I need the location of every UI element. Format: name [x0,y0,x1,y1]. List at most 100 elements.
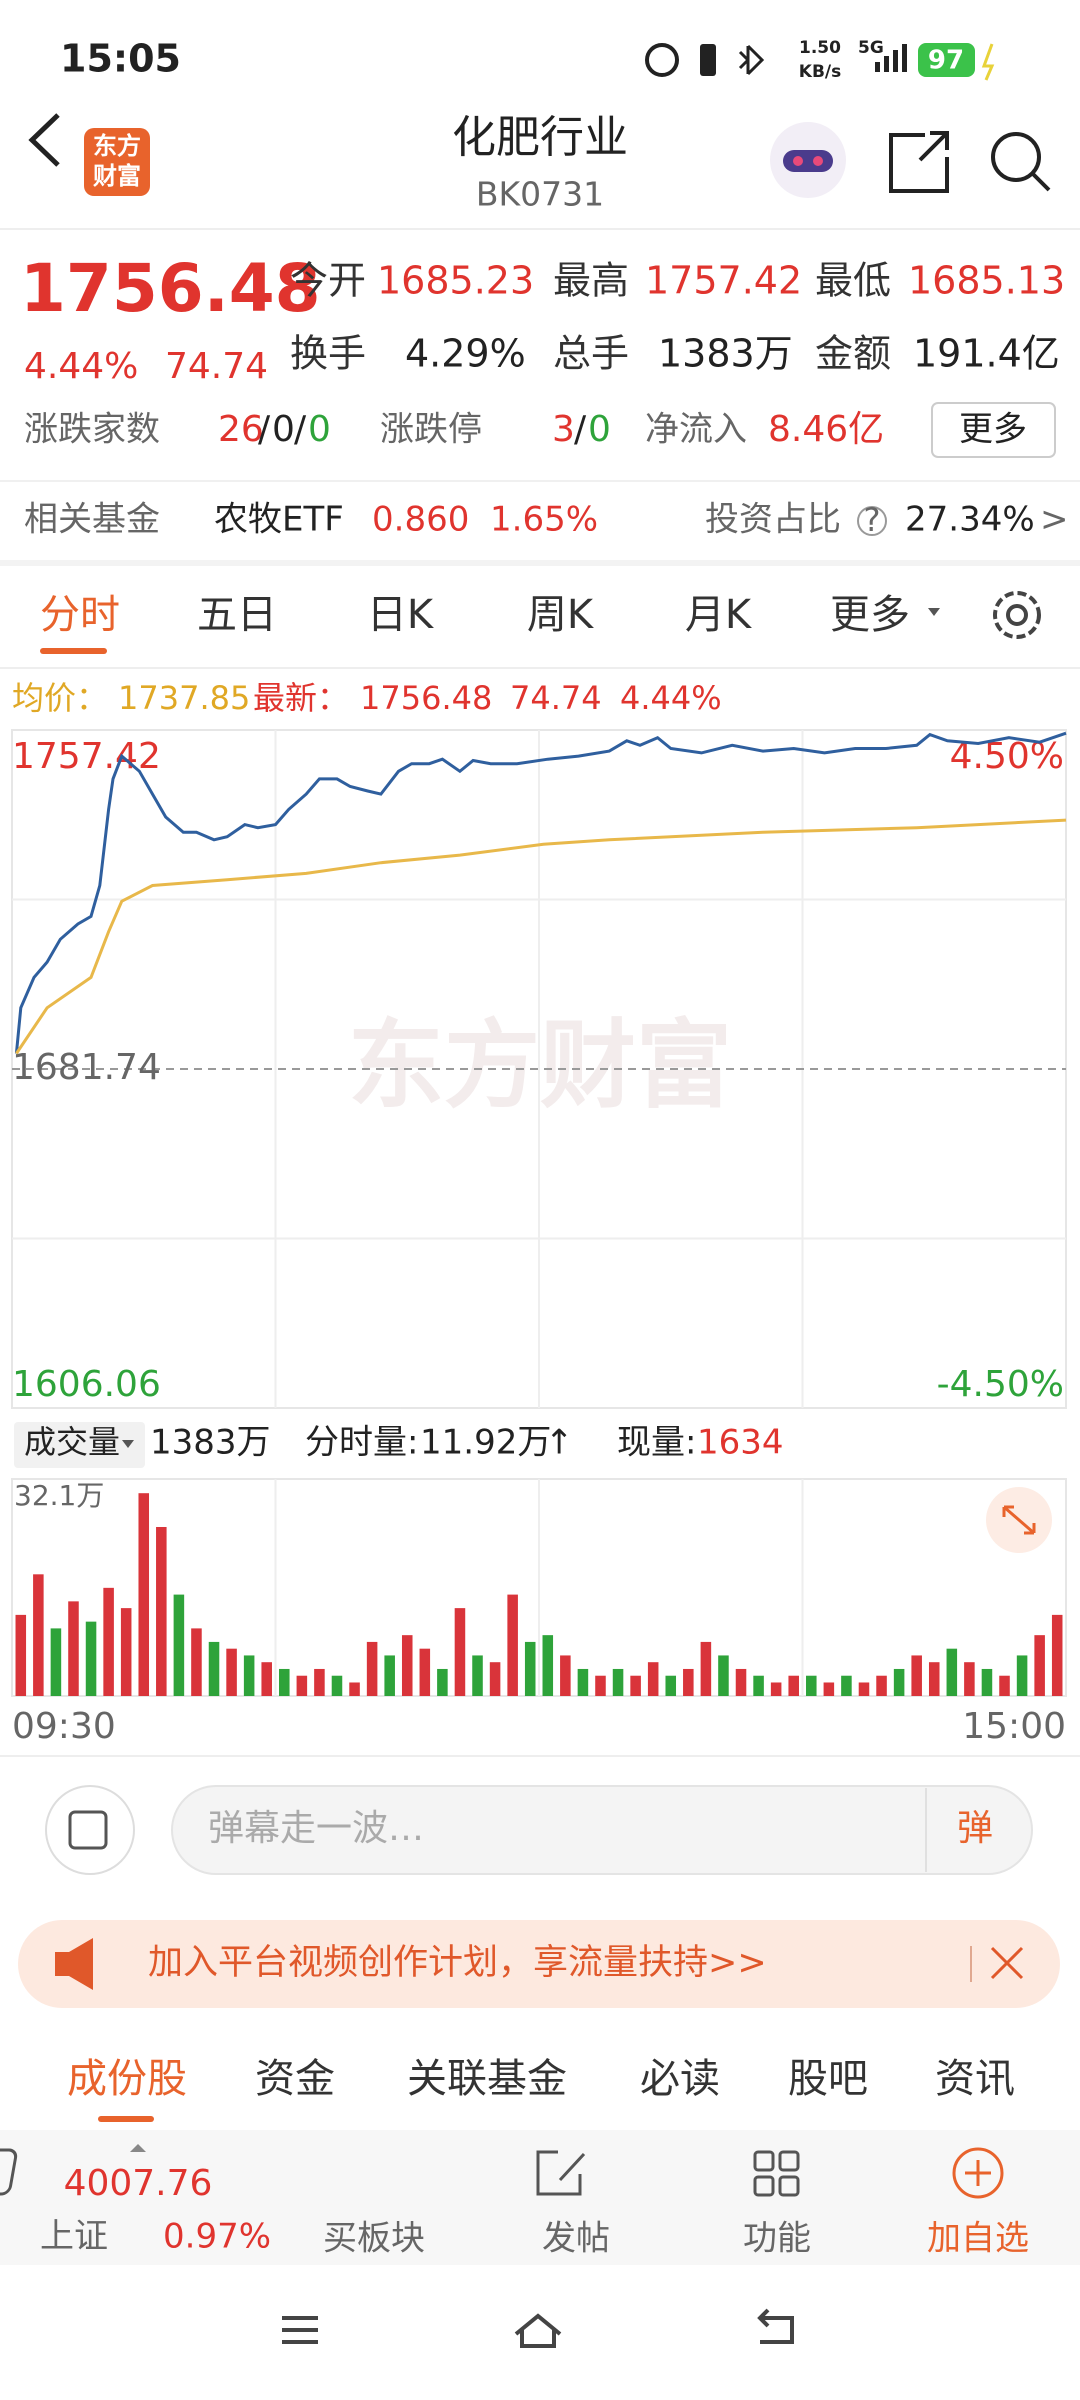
field-label: 最低 [815,259,891,303]
bottom-tab[interactable]: 关联基金 [407,2056,567,2102]
tab[interactable]: 周K [527,592,595,638]
volume-bar [349,1682,360,1696]
volume-bar [524,1641,536,1696]
settings-icon[interactable] [993,591,1041,639]
volume-bar [928,1662,940,1696]
volume-bar [788,1675,799,1696]
megaphone-icon [55,1938,93,1990]
field-value: 4.29% [405,332,526,376]
volume-bar [120,1608,132,1696]
volume-bar [156,1526,167,1696]
volume-bar [1034,1635,1045,1696]
index-value: 4007.76 [64,2163,213,2204]
breadth-label: 涨跌家数 [24,410,160,450]
logo-text: 东方 [93,132,141,160]
comment-placeholder[interactable]: 弹幕走一波… [208,1808,424,1849]
index-name: 上证 [40,2217,108,2257]
volume-bar [401,1635,413,1696]
status-time: 15:05 [60,37,181,81]
nav-bar[interactable] [282,2308,794,2348]
bottom-tab[interactable]: 股吧 [788,2056,868,2102]
separator: / [258,409,271,450]
bottom-tab[interactable]: 必读 [640,2056,720,2102]
help: ? [864,501,881,539]
volume-bar [1051,1614,1063,1696]
volume-bar [50,1628,62,1696]
footer-item[interactable]: 买板块 [323,2219,425,2259]
signal: 5G [858,38,884,58]
volume-bar [841,1675,852,1696]
last-label: 最新： [253,679,349,717]
volume-bar [735,1668,747,1696]
footer-item[interactable]: 加自选 [927,2219,1029,2259]
volume-bar [612,1668,624,1696]
share-button[interactable] [889,131,949,193]
tab[interactable]: 日K [367,592,435,638]
volume-label[interactable]: 成交量 [24,1423,120,1461]
bottom-tab[interactable]: 资金 [255,2056,335,2102]
breadth-down: 0 [308,409,331,450]
x-tick-label: 09:30 [12,1706,116,1747]
volume-bar [173,1594,185,1696]
ratio-label: 投资占比 [705,500,841,540]
banner-text[interactable]: 加入平台视频创作计划，享流量扶持>> [148,1943,767,1983]
volume-bar [560,1655,571,1696]
more-button[interactable] [931,402,1056,458]
avg: 1737.85 [118,679,250,717]
back-button[interactable] [28,113,60,167]
footer-item[interactable]: 功能 [743,2219,811,2259]
volume-bar [577,1668,589,1696]
volume-bar [366,1641,378,1696]
help-icon[interactable] [857,506,887,536]
comment-input[interactable] [171,1785,1033,1875]
volume-bar [999,1675,1010,1696]
close-button[interactable] [990,1946,1024,1980]
volume-bar [103,1587,114,1696]
divider [970,1946,972,1982]
comment-icon[interactable] [45,1785,135,1875]
divider [0,228,1080,230]
volume-bar [489,1662,501,1696]
robot-icon[interactable] [770,122,846,198]
change: 74.74 [165,346,268,387]
dropdown-icon [928,608,940,616]
banner[interactable] [18,1920,1060,2008]
footer-item[interactable]: 发帖 [542,2219,610,2259]
fund-name[interactable]: 农牧ETF [214,500,344,540]
volume-selector[interactable] [14,1422,145,1468]
last: 1756.48 [360,679,492,717]
more-button[interactable]: 更多 [959,410,1027,450]
volume-bar [823,1682,835,1696]
volume-bar [208,1641,220,1696]
tab[interactable]: 分时 [40,592,120,638]
net-speed: 1.50 [799,38,841,58]
x-tick-label: 15:00 [962,1706,1066,1747]
avg-label: 均价： [12,679,108,717]
tab[interactable]: 五日 [197,592,277,638]
bottom-tab[interactable]: 成份股 [67,2056,187,2102]
logo [84,128,150,196]
pct: 4.44% [620,679,722,717]
tab[interactable]: 更多 [830,592,910,638]
tab[interactable]: 月K [685,592,753,638]
danmaku-button[interactable]: 弹 [957,1808,993,1849]
current-label: 现量: [617,1423,696,1463]
field-label: 最高 [553,259,629,303]
volume-bar [946,1648,958,1696]
net-unit: KB/s [799,62,841,82]
status-icons [645,43,995,81]
price: 1756.48 [20,250,321,327]
ratio: 27.34% [905,500,1035,540]
arrow: > [1040,500,1069,540]
volume-bar [331,1675,343,1696]
search-button[interactable] [991,132,1051,192]
bottom-tab[interactable]: 资讯 [935,2056,1015,2102]
field-value: 1685.13 [908,259,1065,303]
expand-button[interactable] [986,1487,1052,1553]
battery: 97 [928,46,964,76]
volume-bar [858,1682,870,1696]
y-tick-label: 32.1万 [14,1479,104,1512]
volume-bar [595,1675,606,1696]
field-label: 今开 [290,259,366,303]
